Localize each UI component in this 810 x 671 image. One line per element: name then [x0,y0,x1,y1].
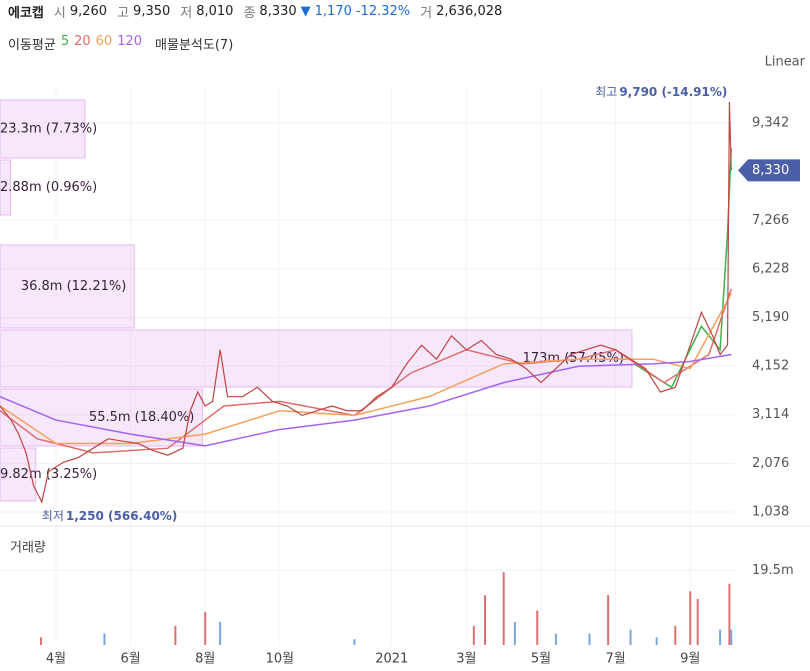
value: 9,260 [69,3,108,19]
ma-line [0,353,732,447]
volume-bar [607,595,610,645]
y-tick-label: 5,190 [752,310,789,325]
x-tick-label: 9월 [680,652,700,667]
value: 1,170 [314,3,352,19]
last-price-tag [738,159,800,182]
volume-bar [204,612,207,645]
legend-entry: 5 [60,34,70,49]
volume-bar [484,595,487,645]
volume-bar [696,599,699,645]
volume-bar [719,629,722,645]
volume-profile-box [0,244,135,329]
ma-line [633,148,733,389]
legend-entry: 120 [117,34,143,49]
value: 2,636,028 [436,3,503,19]
annotation-label: 최저 [42,509,64,523]
x-tick-label: 5월 [531,652,551,667]
volume-profile-label: 9.82m (3.25%) [0,467,97,482]
volume-bar [674,625,677,645]
x-tick-label: 4월 [46,652,66,667]
x-tick-label: 3월 [456,652,476,667]
volume-profile-label: 2.88m (0.96%) [0,180,97,195]
volume-profile-box [0,99,86,159]
x-tick-label: 7월 [605,652,625,667]
volume-profile-label: 36.8m (12.21%) [21,279,126,294]
y-tick-label: 2,076 [752,456,789,471]
quote-header: 에코캡 시 9,260 고 9,350 저 8,010 종 8,330 ▼ 1,170 -… [8,0,502,22]
volume-bar [513,622,516,645]
label: 거 [420,5,433,21]
volume-bar [174,625,177,645]
y-tick-label: 19.5m [752,563,794,578]
volume-bar [536,610,539,645]
indicator-legend: 이동평균 5 20 60 120 매물분석도(7) [8,34,233,53]
label: 이동평균 [8,38,56,53]
legend-entry: 20 [74,34,91,49]
annotation-label: 최고 [595,85,617,99]
legend-entry: 60 [95,34,113,49]
label: 시 [53,5,66,21]
label: 매물분석도(7) [155,38,234,53]
volume-profile-label: 55.5m (18.40%) [89,410,194,425]
volume-bar [730,629,733,645]
annotation: 최저 1,250 (566.40%) [42,509,178,523]
volume-bar [728,583,731,645]
volume-bar [103,633,106,645]
volume-bar [40,637,43,645]
annotation-value: 9,790 (-14.91%) [619,85,727,99]
y-tick-label: 7,266 [752,213,789,228]
volume-bar [353,639,356,645]
volume-bar [588,633,591,645]
value: -12.32% [355,3,411,19]
value: 9,350 [133,3,171,19]
x-tick-label: 6월 [120,652,140,667]
volume-bar [655,637,658,645]
volume-bar [502,572,505,645]
ma-names: 5 20 60 120 [61,34,142,53]
volume-bar [689,591,692,645]
arrow: ▼ [300,3,311,19]
y-tick-label: 4,152 [752,359,789,374]
label: 고 [117,5,130,21]
label: 저 [180,5,193,21]
y-tick-label: 6,228 [752,261,789,276]
x-tick-label: 10월 [266,652,295,667]
value: 8,330 [259,3,297,19]
label: 종 [243,5,256,21]
volume-bar [554,633,557,645]
x-tick-label: 8월 [195,652,215,667]
volume-profile-box [0,159,12,216]
y-tick-label: 9,342 [752,116,789,131]
scale-label: Linear [765,55,806,70]
y-tick-label: 1,038 [752,504,789,519]
x-tick-label: 2021 [375,652,408,667]
annotation: 최고 9,790 (-14.91%) [595,85,727,99]
volume-bar [629,629,632,645]
annotation-value: 1,250 (566.40%) [66,509,177,523]
value: 8,010 [196,3,234,19]
volume-title: 거래량 [10,541,46,556]
last-price-label: 8,330 [752,163,789,178]
y-tick-label: 3,114 [752,407,789,422]
volume-profile-label: 23.3m (7.73%) [0,122,97,137]
ticker: 에코캡 [8,5,44,21]
volume-bar [472,625,475,645]
ma-line [0,293,732,445]
volume-profile-box [0,447,37,502]
price-line [0,102,732,504]
volume-bar [219,622,222,645]
